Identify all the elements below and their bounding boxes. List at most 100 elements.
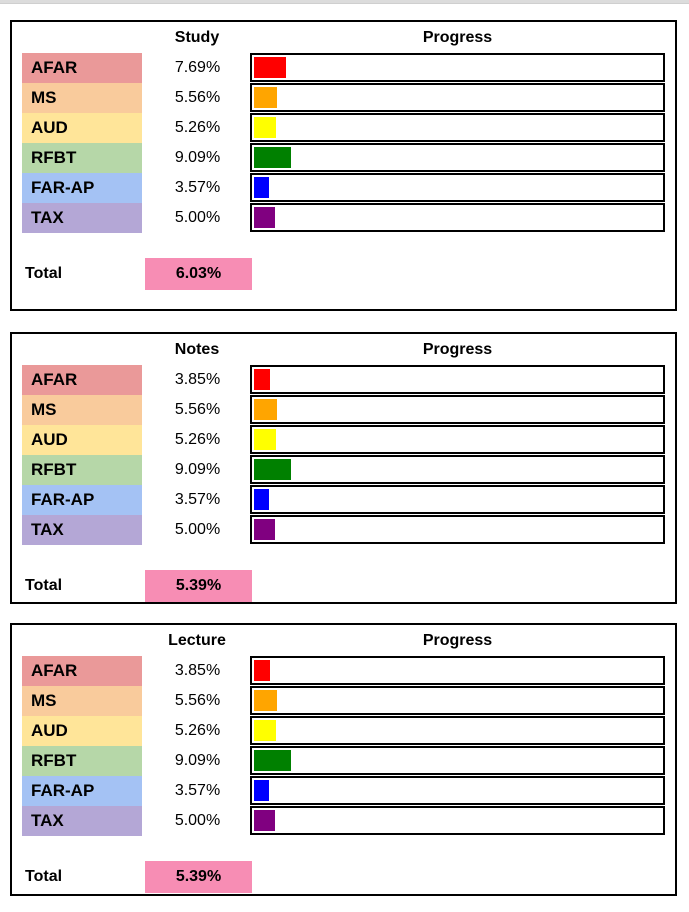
percent-value-cell: 5.00% bbox=[174, 812, 221, 829]
progress-bar-fill bbox=[254, 519, 275, 540]
percent-value-cell: 9.09% bbox=[174, 149, 221, 166]
category-label-cell: AUD bbox=[22, 716, 142, 746]
percent-value-cell: 5.00% bbox=[174, 521, 221, 538]
table-row: FAR-AP 3.57% bbox=[12, 485, 675, 515]
category-label-cell: AFAR bbox=[22, 365, 142, 395]
panel-notes: Notes Progress AFAR 3.85% MS 5.56% AUD 5… bbox=[10, 332, 677, 604]
total-label: Total bbox=[25, 868, 63, 885]
progress-bar-fill bbox=[254, 489, 269, 510]
progress-header: Progress bbox=[422, 341, 493, 358]
table-row: FAR-AP 3.57% bbox=[12, 776, 675, 806]
rows-study: AFAR 7.69% MS 5.56% AUD 5.26% RFBT 9.09%… bbox=[12, 53, 675, 233]
progress-bar-fill bbox=[254, 147, 292, 168]
category-label-cell: FAR-AP bbox=[22, 173, 142, 203]
panel-study: Study Progress AFAR 7.69% MS 5.56% AUD 5… bbox=[10, 20, 677, 311]
percent-value-cell: 9.09% bbox=[174, 461, 221, 478]
rows-notes: AFAR 3.85% MS 5.56% AUD 5.26% RFBT 9.09%… bbox=[12, 365, 675, 545]
progress-bar-fill bbox=[254, 399, 277, 420]
progress-bar-track bbox=[250, 455, 665, 484]
percent-value-cell: 5.26% bbox=[174, 119, 221, 136]
progress-bar-track bbox=[250, 716, 665, 745]
total-value-cell: 6.03% bbox=[145, 258, 252, 290]
table-row: RFBT 9.09% bbox=[12, 143, 675, 173]
percent-value-cell: 3.57% bbox=[174, 179, 221, 196]
table-row: AFAR 7.69% bbox=[12, 53, 675, 83]
progress-bar-fill bbox=[254, 810, 275, 831]
table-row: RFBT 9.09% bbox=[12, 455, 675, 485]
progress-bar-fill bbox=[254, 207, 275, 228]
percent-value-cell: 5.56% bbox=[174, 692, 221, 709]
total-label: Total bbox=[25, 577, 63, 594]
table-row: AUD 5.26% bbox=[12, 425, 675, 455]
progress-bar-fill bbox=[254, 750, 292, 771]
table-row: RFBT 9.09% bbox=[12, 746, 675, 776]
table-row: FAR-AP 3.57% bbox=[12, 173, 675, 203]
progress-bar-track bbox=[250, 53, 665, 82]
category-label-cell: AFAR bbox=[22, 656, 142, 686]
table-row: AFAR 3.85% bbox=[12, 365, 675, 395]
progress-bar-fill bbox=[254, 369, 270, 390]
category-label-cell: AUD bbox=[22, 113, 142, 143]
progress-bar-track bbox=[250, 395, 665, 424]
table-row: MS 5.56% bbox=[12, 83, 675, 113]
category-label-cell: MS bbox=[22, 686, 142, 716]
total-label: Total bbox=[25, 265, 63, 282]
category-label-cell: FAR-AP bbox=[22, 776, 142, 806]
progress-bar-fill bbox=[254, 720, 276, 741]
percent-value-cell: 3.85% bbox=[174, 371, 221, 388]
table-row: AUD 5.26% bbox=[12, 716, 675, 746]
section-title: Lecture bbox=[168, 632, 226, 649]
category-label-cell: MS bbox=[22, 83, 142, 113]
progress-bar-track bbox=[250, 776, 665, 805]
percent-value-cell: 3.57% bbox=[174, 491, 221, 508]
progress-bar-track bbox=[250, 485, 665, 514]
percent-value-cell: 5.00% bbox=[174, 209, 221, 226]
progress-header: Progress bbox=[422, 29, 493, 46]
progress-bar-fill bbox=[254, 660, 270, 681]
progress-bar-fill bbox=[254, 87, 277, 108]
percent-value-cell: 3.57% bbox=[174, 782, 221, 799]
percent-value-cell: 3.85% bbox=[174, 662, 221, 679]
progress-bar-fill bbox=[254, 459, 292, 480]
category-label-cell: MS bbox=[22, 395, 142, 425]
table-row: TAX 5.00% bbox=[12, 806, 675, 836]
category-label-cell: AFAR bbox=[22, 53, 142, 83]
progress-bar-track bbox=[250, 113, 665, 142]
section-title: Notes bbox=[174, 341, 220, 358]
progress-bar-fill bbox=[254, 780, 269, 801]
rows-lecture: AFAR 3.85% MS 5.56% AUD 5.26% RFBT 9.09%… bbox=[12, 656, 675, 836]
window-edge-strip bbox=[0, 0, 689, 4]
category-label-cell: TAX bbox=[22, 203, 142, 233]
progress-bar-track bbox=[250, 143, 665, 172]
category-label-cell: FAR-AP bbox=[22, 485, 142, 515]
progress-bar-track bbox=[250, 173, 665, 202]
table-row: AFAR 3.85% bbox=[12, 656, 675, 686]
category-label-cell: RFBT bbox=[22, 455, 142, 485]
percent-value-cell: 5.56% bbox=[174, 401, 221, 418]
category-label-cell: RFBT bbox=[22, 143, 142, 173]
category-label-cell: AUD bbox=[22, 425, 142, 455]
category-label-cell: TAX bbox=[22, 515, 142, 545]
progress-bar-track bbox=[250, 806, 665, 835]
progress-bar-track bbox=[250, 686, 665, 715]
table-row: TAX 5.00% bbox=[12, 203, 675, 233]
progress-bar-fill bbox=[254, 177, 269, 198]
category-label-cell: RFBT bbox=[22, 746, 142, 776]
section-title: Study bbox=[174, 29, 220, 46]
progress-bar-track bbox=[250, 83, 665, 112]
progress-bar-track bbox=[250, 365, 665, 394]
progress-header: Progress bbox=[422, 632, 493, 649]
progress-bar-track bbox=[250, 425, 665, 454]
percent-value-cell: 5.26% bbox=[174, 722, 221, 739]
progress-bar-track bbox=[250, 203, 665, 232]
progress-bar-fill bbox=[254, 690, 277, 711]
percent-value-cell: 9.09% bbox=[174, 752, 221, 769]
total-value-cell: 5.39% bbox=[145, 861, 252, 893]
progress-bar-track bbox=[250, 515, 665, 544]
table-row: TAX 5.00% bbox=[12, 515, 675, 545]
progress-bar-fill bbox=[254, 117, 276, 138]
total-value-cell: 5.39% bbox=[145, 570, 252, 602]
progress-bar-fill bbox=[254, 57, 286, 78]
progress-bar-track bbox=[250, 656, 665, 685]
progress-bar-track bbox=[250, 746, 665, 775]
